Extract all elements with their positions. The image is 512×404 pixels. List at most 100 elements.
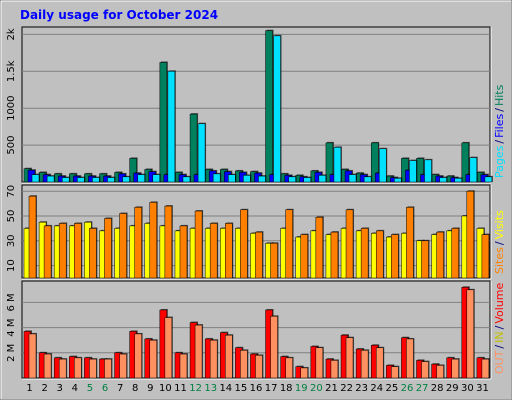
x-tick-label: 22: [340, 383, 353, 394]
bar: [255, 231, 263, 279]
bar: [345, 337, 354, 379]
x-tick-label: 30: [461, 383, 474, 394]
bar: [360, 350, 369, 379]
bar: [167, 71, 176, 183]
bar: [189, 113, 198, 183]
legend-separator: /: [493, 140, 506, 144]
bar: [137, 174, 145, 183]
bar: [194, 210, 203, 279]
bar: [285, 209, 293, 279]
x-tick-label: 19: [295, 383, 308, 394]
y-tick-label: 70: [6, 185, 17, 198]
bar: [58, 223, 67, 279]
x-tick-label: 26: [401, 383, 414, 394]
bar: [107, 177, 115, 183]
y-tick-label: 6 M: [6, 293, 17, 311]
bar: [89, 358, 97, 379]
legend-entry: Files: [493, 113, 506, 137]
bar: [451, 358, 459, 379]
bar: [315, 347, 324, 379]
x-tick-label: 4: [72, 383, 78, 394]
bar: [406, 207, 414, 279]
bar: [122, 176, 130, 183]
bar: [424, 159, 432, 183]
bar: [225, 334, 233, 379]
bar: [225, 223, 233, 279]
bar: [300, 234, 308, 279]
x-tick-label: 8: [132, 383, 138, 394]
bar: [330, 231, 339, 279]
x-tick-label: 7: [117, 383, 123, 394]
bar: [104, 218, 112, 279]
bar: [74, 357, 82, 379]
bar: [273, 35, 281, 183]
bar: [436, 365, 444, 379]
bar: [119, 353, 127, 379]
bar: [28, 333, 37, 379]
legend-entry: Pages: [493, 145, 506, 178]
x-tick-label: 11: [174, 383, 187, 394]
bar: [461, 142, 470, 183]
bar: [421, 361, 429, 379]
bar: [375, 347, 384, 379]
bar: [89, 228, 97, 279]
x-tick-label: 14: [219, 383, 232, 394]
legend-entry: Visits: [493, 210, 506, 239]
bar: [315, 216, 324, 279]
x-tick-label: 9: [147, 383, 153, 394]
legend-entry: Volume: [493, 282, 506, 323]
y-tick-label: 1000: [6, 95, 17, 120]
bar: [270, 316, 278, 379]
legend-separator: /: [493, 241, 506, 245]
x-tick-label: 6: [102, 383, 108, 394]
legend-separator: /: [493, 108, 506, 112]
bar: [119, 213, 127, 279]
bar: [481, 234, 490, 279]
bar: [360, 228, 369, 279]
bar: [209, 339, 218, 379]
x-tick-label: 10: [159, 383, 172, 394]
bar: [325, 142, 334, 183]
bar: [375, 230, 384, 279]
legend-separator: /: [493, 325, 506, 329]
y-tick-label: 1.5k: [6, 60, 17, 82]
bar: [285, 357, 293, 379]
chart-title: Daily usage for October 2024: [20, 8, 218, 22]
bar: [164, 205, 173, 279]
y-tick-label: 30: [6, 234, 17, 247]
bar: [469, 157, 478, 183]
bar: [182, 176, 191, 183]
bar: [74, 223, 82, 279]
bar: [391, 234, 399, 279]
bar: [28, 195, 37, 279]
bar: [436, 231, 444, 279]
bar: [104, 358, 112, 379]
bar: [209, 223, 218, 279]
bar: [265, 30, 273, 183]
x-tick-label: 17: [265, 383, 278, 394]
bar: [58, 358, 67, 379]
x-tick-label: 28: [431, 383, 444, 394]
x-tick-label: 5: [87, 383, 93, 394]
bar: [303, 177, 311, 183]
bar: [61, 177, 70, 183]
bar: [255, 355, 263, 379]
bar: [152, 174, 161, 183]
bar: [31, 174, 40, 183]
bar: [43, 225, 52, 279]
x-tick-label: 29: [446, 383, 459, 394]
bar: [406, 338, 414, 379]
x-tick-label: 27: [416, 383, 429, 394]
bar: [439, 177, 447, 183]
bar: [159, 62, 168, 183]
bar: [46, 175, 55, 183]
bar: [318, 175, 327, 183]
x-tick-label: 31: [476, 383, 489, 394]
bar: [466, 190, 475, 279]
bar: [370, 142, 379, 183]
bar: [451, 228, 459, 279]
bar: [164, 317, 173, 379]
bar: [481, 358, 490, 379]
bar: [240, 209, 248, 279]
